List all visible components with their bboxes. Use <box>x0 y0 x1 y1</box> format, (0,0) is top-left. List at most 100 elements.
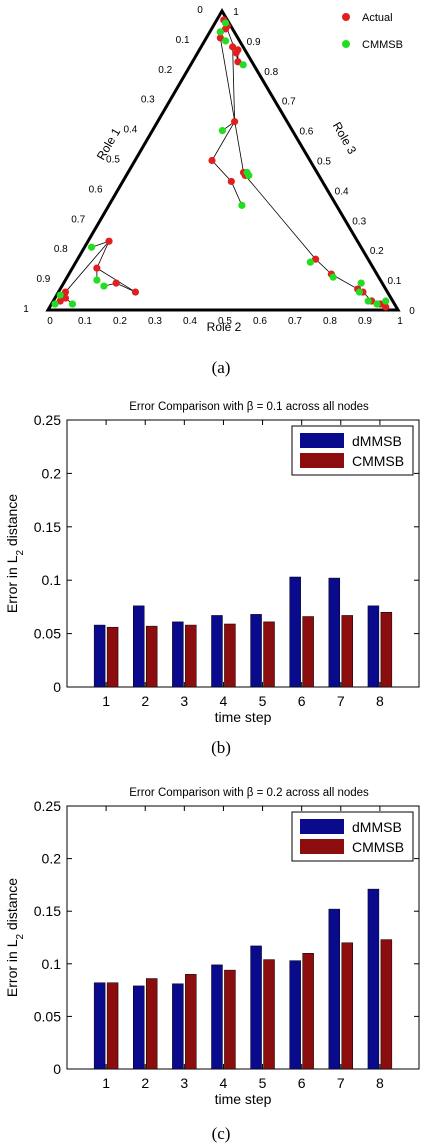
chart-c-xtick-label: 1 <box>102 1075 110 1091</box>
chart-c-ylabel: Error in L2 distance <box>4 878 26 997</box>
chart-c-bar-dmmsb <box>93 982 106 1070</box>
trajectory-segment <box>211 160 232 182</box>
chart-c-bar-cmmsb <box>263 959 275 1070</box>
trajectory-segment <box>244 175 316 260</box>
chart-c-xtick-label: 7 <box>337 1075 345 1091</box>
cmmsb-point <box>239 61 247 69</box>
chart-c-bar-dmmsb <box>289 960 301 1070</box>
chart-b-xtick-label: 1 <box>102 693 110 709</box>
chart-b-xtick-label: 3 <box>180 693 188 709</box>
tick-label-role3: 0.2 <box>370 246 384 257</box>
tick-label-role1: 0.8 <box>54 244 68 255</box>
tick-label-role2: 0.5 <box>218 316 232 327</box>
tick-label-role1: 0.9 <box>36 274 50 285</box>
tick-label-role3: 0.6 <box>299 127 313 138</box>
chart-c-bar-cmmsb <box>224 969 236 1070</box>
axis-label-role2: Role 2 <box>207 320 242 334</box>
axis-label-role3: Role 3 <box>330 119 360 156</box>
actual-point <box>311 255 320 263</box>
chart-b-bar-cmmsb <box>263 621 275 688</box>
chart-c-ytick-label: 0.15 <box>34 903 61 919</box>
chart-c-bar-cmmsb <box>302 953 314 1070</box>
trajectory-segment <box>315 258 332 275</box>
legend-label-cmmsb: CMMSB <box>362 39 403 51</box>
chart-b-ytick-label: 0.1 <box>42 572 62 588</box>
tick-label-role3: 1 <box>233 7 239 18</box>
chart-c-bar-cmmsb <box>185 974 197 1070</box>
chart-c-bar-cmmsb <box>341 942 353 1070</box>
trajectory-segment <box>230 181 243 206</box>
chart-b-bar-dmmsb <box>250 614 262 688</box>
chart-b-xtick-label: 5 <box>259 693 267 709</box>
tick-label-role2: 0.2 <box>113 316 127 327</box>
chart-c-bar-dmmsb <box>328 908 341 1070</box>
actual-point <box>61 294 70 302</box>
chart-c-legend-swatch <box>300 839 344 854</box>
chart-c-legend-swatch <box>300 819 344 834</box>
tick-label-role2: 0.3 <box>148 316 162 327</box>
chart-b-legend-swatch <box>300 453 344 468</box>
chart-b-bar-cmmsb <box>302 616 314 688</box>
tick-label-role2: 0.8 <box>323 316 337 327</box>
tick-label-role3: 0.5 <box>317 157 331 168</box>
chart-b-bar-dmmsb <box>328 577 341 688</box>
tick-label-role1: 0.5 <box>106 155 120 166</box>
actual-point <box>61 288 70 296</box>
tick-label-role3: 0.7 <box>282 97 296 108</box>
tick-label-role2: 1 <box>397 316 403 327</box>
actual-point <box>56 297 64 305</box>
actual-point <box>227 177 235 186</box>
cmmsb-point <box>216 28 224 36</box>
tick-label-role3: 0.3 <box>352 216 366 227</box>
chart-b-ytick-label: 0.25 <box>34 412 61 428</box>
chart-c-ytick-label: 0 <box>53 1061 61 1077</box>
actual-point <box>231 118 239 126</box>
chart-c-bar-dmmsb <box>133 985 145 1070</box>
chart-b-bar-dmmsb <box>172 621 184 688</box>
actual-point <box>131 288 140 296</box>
chart-b-title: Error Comparison with β = 0.1 across all… <box>129 401 369 413</box>
chart-c-bar-cmmsb <box>145 978 158 1070</box>
cmmsb-point <box>382 297 390 305</box>
tick-label-role2: 0.4 <box>183 316 197 327</box>
caption-a: (a) <box>211 358 231 377</box>
legend-label-actual: Actual <box>362 12 393 24</box>
trajectory-segment <box>211 121 235 161</box>
chart-b-bar-cmmsb <box>380 611 393 688</box>
chart-b-ytick-label: 0.05 <box>34 626 61 642</box>
chart-b-bar-dmmsb <box>93 624 106 688</box>
legend-marker-cmmsb <box>342 40 350 48</box>
tick-label-role2: 0.9 <box>358 316 372 327</box>
trajectory-segment <box>96 241 110 269</box>
cmmsb-point <box>238 201 246 209</box>
tick-label-role1: 0.2 <box>158 65 172 76</box>
cmmsb-point <box>357 279 365 287</box>
trajectory-segment <box>65 240 110 293</box>
caption-b: (b) <box>211 738 231 757</box>
actual-point <box>112 279 120 287</box>
chart-c-xlabel: time step <box>215 1091 272 1107</box>
chart-b-legend-label: CMMSB <box>352 453 404 469</box>
chart-b-xtick-label: 6 <box>298 693 306 709</box>
tick-label-role3: 0.1 <box>387 276 401 287</box>
chart-b-legend-label: dMMSB <box>352 433 402 449</box>
caption-c: (c) <box>211 1124 231 1143</box>
chart-c-xtick-label: 6 <box>298 1075 306 1091</box>
chart-c-bar-dmmsb <box>250 945 262 1070</box>
chart-c-xtick-label: 5 <box>259 1075 267 1091</box>
actual-point <box>382 303 390 311</box>
tick-label-role1: 0.1 <box>176 35 190 46</box>
tick-label-role1: 1 <box>23 304 29 315</box>
tick-label-role1: 0.4 <box>123 125 137 136</box>
chart-c-xtick-label: 4 <box>220 1075 228 1091</box>
legend-marker-actual <box>342 13 350 21</box>
cmmsb-point <box>355 288 364 296</box>
actual-point <box>229 43 237 51</box>
cmmsb-point <box>222 37 230 45</box>
chart-b-bar-dmmsb <box>211 615 223 688</box>
chart-b-ylabel: Error in L2 distance <box>4 494 26 613</box>
chart-c-xtick-label: 2 <box>141 1075 149 1091</box>
chart-b-ytick-label: 0 <box>53 679 61 695</box>
chart-c-xtick-label: 3 <box>180 1075 188 1091</box>
cmmsb-point <box>68 300 77 308</box>
